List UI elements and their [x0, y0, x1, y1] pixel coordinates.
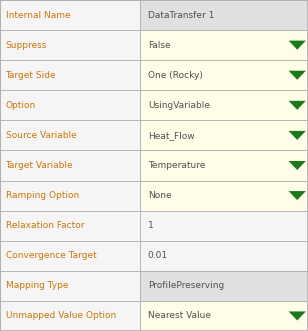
Bar — [0, 151, 140, 180]
Text: Unmapped Value Option: Unmapped Value Option — [6, 311, 116, 320]
Text: UsingVariable: UsingVariable — [148, 101, 210, 110]
Text: 1: 1 — [148, 221, 154, 230]
Bar — [0, 90, 140, 120]
Bar — [0, 0, 140, 30]
Text: Relaxation Factor: Relaxation Factor — [6, 221, 84, 230]
Text: Convergence Target: Convergence Target — [6, 251, 96, 260]
Text: Nearest Value: Nearest Value — [148, 311, 211, 320]
Text: 0.01: 0.01 — [148, 251, 168, 260]
Bar — [0, 60, 140, 90]
Text: ProfilePreserving: ProfilePreserving — [148, 281, 224, 290]
Polygon shape — [289, 41, 306, 50]
Polygon shape — [289, 311, 306, 320]
Text: None: None — [148, 191, 172, 200]
Bar — [140, 90, 308, 120]
Bar — [140, 60, 308, 90]
Bar — [140, 180, 308, 211]
Text: Target Side: Target Side — [6, 71, 56, 80]
Text: Source Variable: Source Variable — [6, 131, 76, 140]
Polygon shape — [289, 101, 306, 110]
Bar — [140, 30, 308, 60]
Text: Target Variable: Target Variable — [6, 161, 73, 170]
Text: Internal Name: Internal Name — [6, 11, 70, 20]
Bar — [140, 0, 308, 30]
Text: Mapping Type: Mapping Type — [6, 281, 68, 290]
Text: One (Rocky): One (Rocky) — [148, 71, 203, 80]
Text: Temperature: Temperature — [148, 161, 205, 170]
Bar — [0, 211, 140, 241]
Text: False: False — [148, 41, 170, 50]
Polygon shape — [289, 71, 306, 80]
Bar — [0, 301, 140, 331]
Text: Heat_Flow: Heat_Flow — [148, 131, 194, 140]
Text: DataTransfer 1: DataTransfer 1 — [148, 11, 214, 20]
Bar — [0, 271, 140, 301]
Bar — [0, 180, 140, 211]
Bar — [140, 120, 308, 151]
Bar — [0, 120, 140, 151]
Bar — [140, 271, 308, 301]
Polygon shape — [289, 161, 306, 170]
Bar — [140, 301, 308, 331]
Text: Ramping Option: Ramping Option — [6, 191, 79, 200]
Bar — [140, 211, 308, 241]
Polygon shape — [289, 191, 306, 200]
Text: Option: Option — [6, 101, 36, 110]
Text: Suppress: Suppress — [6, 41, 47, 50]
Bar — [0, 30, 140, 60]
Bar — [140, 241, 308, 271]
Bar — [0, 241, 140, 271]
Polygon shape — [289, 131, 306, 140]
Bar — [140, 151, 308, 180]
